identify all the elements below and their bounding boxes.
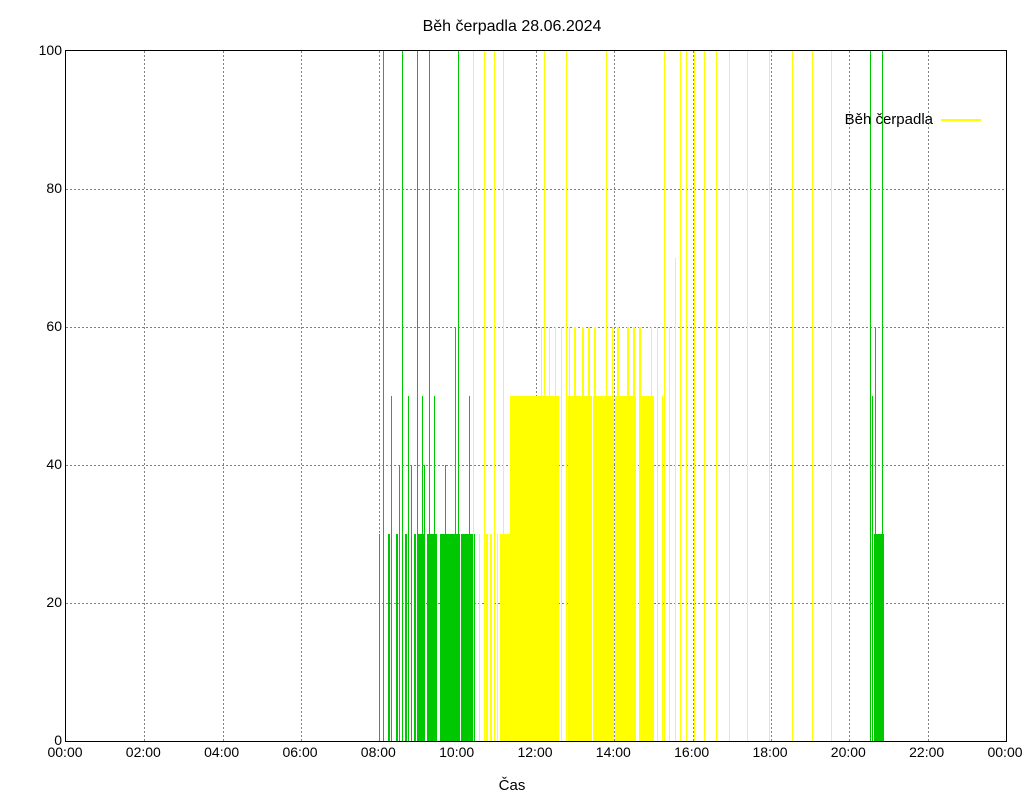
x-tick-label: 20:00 bbox=[831, 744, 866, 760]
x-tick-label: 00:00 bbox=[987, 744, 1022, 760]
bar bbox=[473, 51, 474, 741]
bar bbox=[582, 327, 584, 741]
grid-line-v bbox=[849, 51, 850, 741]
bar bbox=[555, 327, 557, 741]
bar bbox=[747, 51, 748, 741]
bar bbox=[588, 327, 590, 741]
bar bbox=[455, 327, 456, 741]
x-tick-label: 16:00 bbox=[674, 744, 709, 760]
bar bbox=[486, 534, 487, 741]
chart-container: Běh čerpadla 28.06.2024 Běh čerpadla a s… bbox=[0, 0, 1024, 800]
bar bbox=[704, 51, 705, 741]
bar bbox=[812, 51, 813, 741]
x-tick-label: 14:00 bbox=[596, 744, 631, 760]
bar bbox=[669, 327, 670, 741]
bar bbox=[561, 327, 563, 741]
bar bbox=[544, 51, 545, 741]
bar bbox=[664, 51, 665, 741]
bar bbox=[411, 465, 412, 741]
bar bbox=[391, 396, 392, 741]
grid-line-v bbox=[928, 51, 929, 741]
bar bbox=[402, 51, 403, 741]
x-tick-label: 04:00 bbox=[204, 744, 239, 760]
bar bbox=[479, 534, 480, 741]
bar bbox=[490, 534, 491, 741]
bar bbox=[657, 327, 659, 741]
bar bbox=[870, 51, 871, 741]
bar bbox=[769, 51, 770, 741]
bar bbox=[686, 51, 687, 741]
bar bbox=[716, 51, 717, 741]
chart-title: Běh čerpadla 28.06.2024 bbox=[0, 18, 1024, 36]
bar bbox=[408, 396, 409, 741]
legend: Běh čerpadla bbox=[845, 111, 981, 128]
x-tick-label: 10:00 bbox=[439, 744, 474, 760]
bar bbox=[606, 51, 607, 741]
bar bbox=[675, 258, 676, 741]
legend-label: Běh čerpadla bbox=[845, 111, 933, 128]
bar bbox=[792, 51, 793, 741]
bar bbox=[633, 327, 635, 741]
y-tick-label: 80 bbox=[46, 180, 62, 196]
bar bbox=[651, 327, 653, 741]
bar bbox=[434, 396, 435, 741]
y-tick-label: 60 bbox=[46, 318, 62, 334]
bar bbox=[396, 534, 398, 741]
x-tick-label: 18:00 bbox=[752, 744, 787, 760]
x-tick-label: 02:00 bbox=[126, 744, 161, 760]
bar bbox=[729, 51, 730, 741]
bar bbox=[494, 51, 495, 741]
bar bbox=[497, 534, 499, 741]
bar bbox=[694, 51, 695, 741]
bar bbox=[541, 327, 542, 741]
y-tick-label: 20 bbox=[46, 594, 62, 610]
x-axis-label: Čas bbox=[0, 777, 1024, 794]
bar bbox=[627, 327, 629, 741]
bar bbox=[424, 465, 425, 741]
bar bbox=[612, 327, 614, 741]
bar bbox=[469, 396, 470, 741]
bar bbox=[882, 51, 883, 741]
bar bbox=[379, 534, 380, 741]
grid-line-v bbox=[144, 51, 145, 741]
bar bbox=[422, 396, 423, 741]
bar bbox=[399, 465, 400, 741]
bar bbox=[414, 534, 416, 741]
y-tick-label: 40 bbox=[46, 456, 62, 472]
x-tick-label: 06:00 bbox=[282, 744, 317, 760]
bar bbox=[520, 396, 559, 741]
bar bbox=[831, 51, 832, 741]
bar bbox=[484, 51, 485, 741]
grid-line-v bbox=[223, 51, 224, 741]
bar bbox=[388, 534, 390, 741]
bar bbox=[641, 396, 655, 741]
plot-area: Běh čerpadla bbox=[65, 50, 1007, 742]
bar bbox=[566, 51, 567, 741]
legend-line bbox=[941, 119, 981, 121]
bar bbox=[458, 51, 459, 741]
x-tick-label: 12:00 bbox=[517, 744, 552, 760]
bar bbox=[427, 534, 437, 741]
bar bbox=[549, 327, 551, 741]
x-tick-label: 22:00 bbox=[909, 744, 944, 760]
bar bbox=[662, 396, 663, 741]
grid-line-v bbox=[771, 51, 772, 741]
bar bbox=[405, 534, 407, 741]
bar bbox=[383, 51, 384, 741]
x-tick-label: 08:00 bbox=[361, 744, 396, 760]
x-tick-label: 00:00 bbox=[47, 744, 82, 760]
bar bbox=[680, 51, 681, 741]
grid-line-v bbox=[301, 51, 302, 741]
y-tick-label: 100 bbox=[39, 42, 62, 58]
